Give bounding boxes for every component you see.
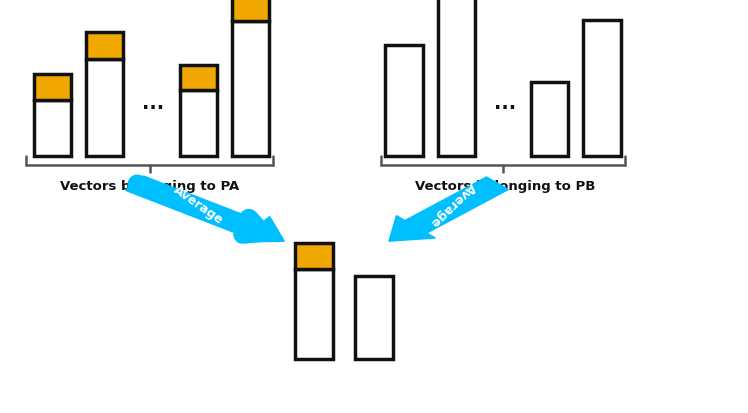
FancyArrow shape xyxy=(389,178,509,242)
Text: Vectors belonging to PB: Vectors belonging to PB xyxy=(414,180,595,192)
Bar xyxy=(232,0,269,21)
Bar xyxy=(180,66,217,90)
Bar xyxy=(295,269,333,359)
Bar xyxy=(180,90,217,157)
Bar xyxy=(531,83,568,157)
Bar xyxy=(355,277,393,359)
Bar xyxy=(34,74,71,101)
Text: Average: Average xyxy=(171,183,226,226)
Text: Average: Average xyxy=(427,180,478,229)
Bar xyxy=(295,244,333,269)
Bar xyxy=(438,0,475,157)
Bar xyxy=(232,21,269,157)
Bar xyxy=(86,33,123,60)
Text: Vectors belonging to PA: Vectors belonging to PA xyxy=(60,180,239,192)
FancyArrow shape xyxy=(126,177,284,242)
Bar xyxy=(86,60,123,157)
Bar xyxy=(583,21,621,157)
Text: ...: ... xyxy=(142,94,165,113)
Text: ...: ... xyxy=(494,94,516,113)
Bar xyxy=(385,45,423,157)
Bar xyxy=(34,101,71,157)
